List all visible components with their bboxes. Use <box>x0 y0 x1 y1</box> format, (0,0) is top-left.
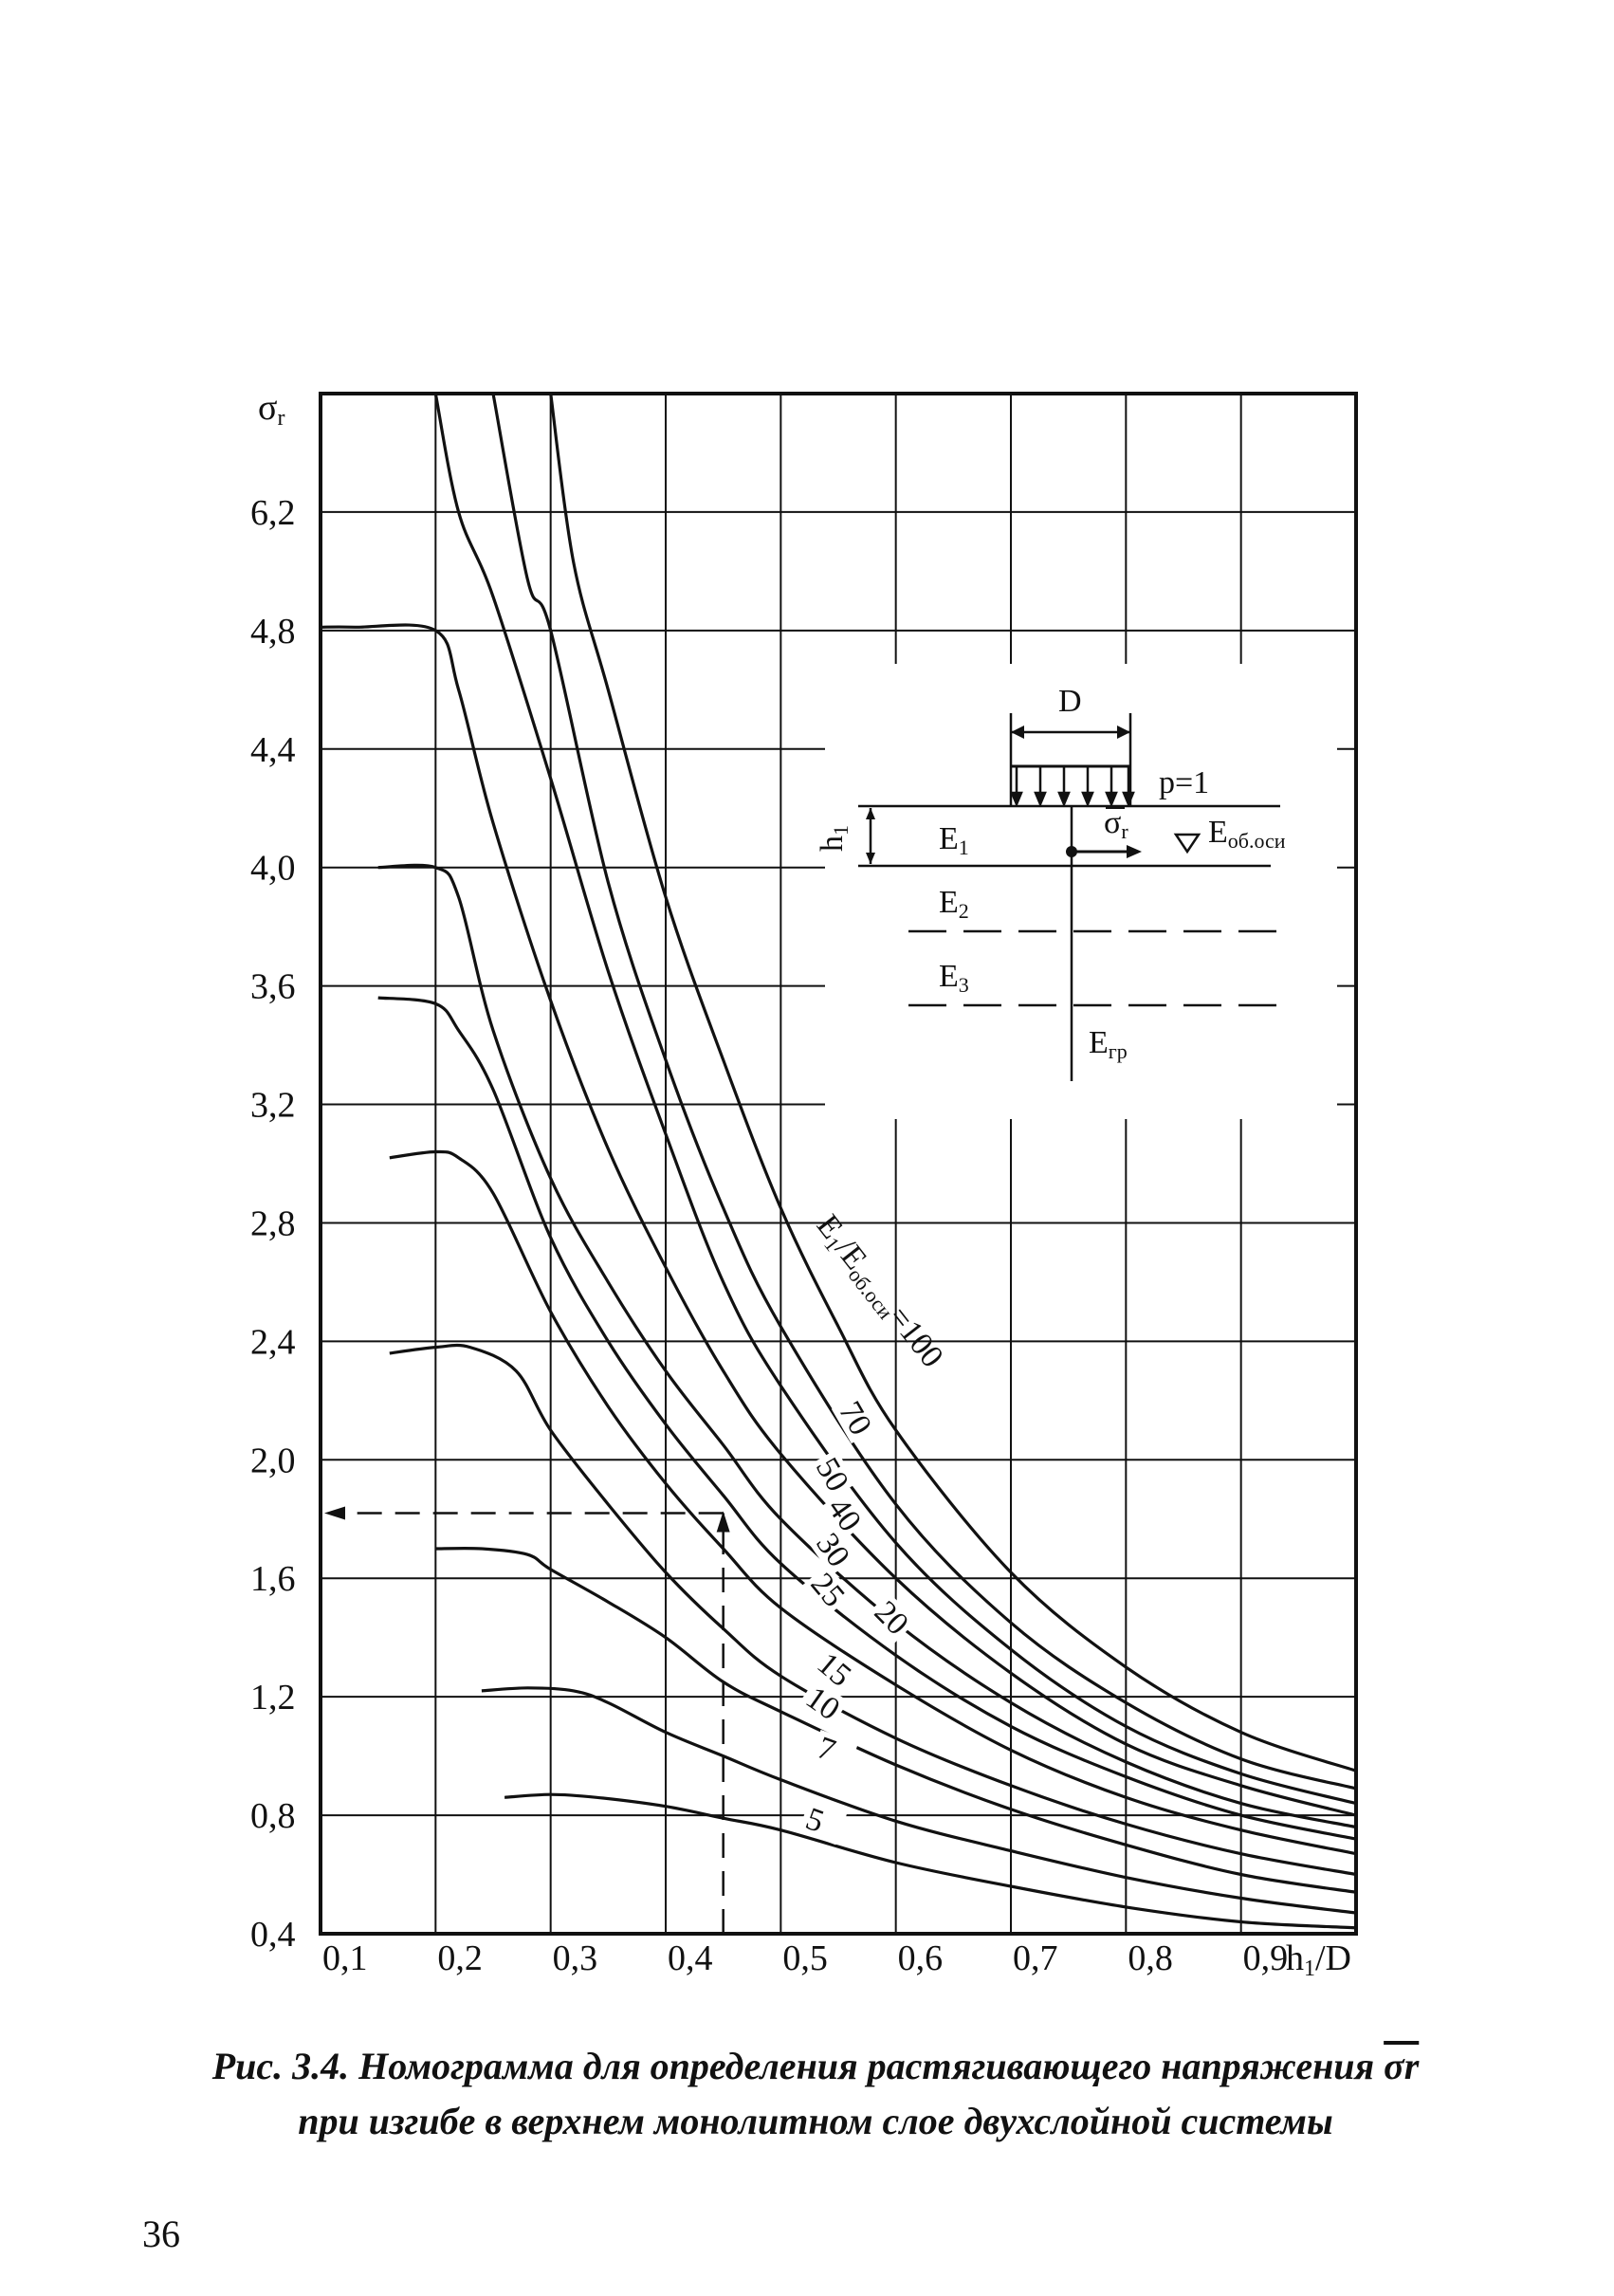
x-tick-label: 0,7 <box>1013 1938 1058 1978</box>
thickness-label-main: h <box>815 836 850 852</box>
curve-10 <box>435 1546 1357 1894</box>
x-tick-label: 0,3 <box>553 1938 598 1978</box>
example-arrow-up <box>716 1511 730 1533</box>
page-number: 36 <box>142 2213 180 2255</box>
y-tick-label: 6,2 <box>250 493 296 533</box>
y-axis-ticks: 0,4 0,8 1,2 1,6 2,0 2,4 2,8 3,2 3,6 4,0 4,4 4,8 6,2 <box>250 493 296 1955</box>
load-arrows <box>1010 766 1135 808</box>
curve-25 <box>377 996 1357 1841</box>
layer-label-e2: E2 <box>939 885 969 923</box>
thickness-arrow-top <box>866 808 875 819</box>
x-tick-label: 0,5 <box>782 1938 828 1978</box>
y-tick-label: 2,4 <box>250 1322 296 1362</box>
curve-label-background <box>808 1449 856 1500</box>
curve-100 <box>549 393 1357 1773</box>
y-tick-label: 4,8 <box>250 612 296 652</box>
caption-line-1: Рис. 3.4. Номограмма для определения рас… <box>152 2039 1479 2094</box>
curves <box>320 393 1357 1930</box>
parameter-label: E1/Eоб.оси=100 <box>807 1208 949 1376</box>
curve-40 <box>320 623 1357 1817</box>
curve-7 <box>481 1686 1357 1915</box>
x-axis-label-tail: /D <box>1315 1938 1351 1978</box>
y-tick-label: 1,2 <box>250 1678 296 1717</box>
curve-label-background <box>797 1679 849 1729</box>
x-axis-ticks: 0,1 0,2 0,3 0,4 0,5 0,6 0,7 0,8 0,9 <box>322 1938 1288 1978</box>
curve-label-background <box>866 1592 918 1644</box>
x-axis-label-sub: 1 <box>1304 1956 1315 1981</box>
x-tick-label: 0,9 <box>1243 1938 1289 1978</box>
layer-label-e1: E1 <box>939 821 969 859</box>
x-axis-label: h1/D <box>1286 1938 1351 1981</box>
caption-symbol: σr <box>1384 2045 1420 2087</box>
axis-marker-label: Eоб.оси <box>1208 815 1286 853</box>
dimension-arrow-left <box>1011 726 1024 739</box>
curve-label-background <box>831 1392 880 1444</box>
caption-line-1-text: Рис. 3.4. Номограмма для определения рас… <box>211 2045 1385 2087</box>
y-tick-label: 4,4 <box>250 730 296 770</box>
curve-5 <box>504 1792 1357 1930</box>
y-tick-label: 2,8 <box>250 1203 296 1243</box>
curve-20 <box>389 1149 1357 1856</box>
curve-label-20: 20 <box>868 1594 915 1642</box>
thickness-arrow-bottom <box>866 853 875 864</box>
load-width-label: D <box>1058 684 1082 719</box>
y-tick-label: 3,6 <box>250 967 296 1007</box>
example-path <box>324 1506 730 1934</box>
plot-frame <box>319 392 1358 1936</box>
inset-background <box>825 664 1337 1119</box>
curve-label-50: 50 <box>809 1452 855 1497</box>
curve-label-background <box>808 1644 860 1695</box>
curve-30 <box>377 863 1357 1829</box>
curve-label-background <box>802 1564 853 1616</box>
y-tick-label: 1,6 <box>250 1559 296 1599</box>
y-tick-label: 3,2 <box>250 1086 296 1126</box>
caption-line-2: при изгибе в верхнем монолитном слое дву… <box>298 2100 1333 2142</box>
curve-70 <box>491 393 1357 1791</box>
y-axis-label-main: σ <box>258 388 277 428</box>
curve-label-25: 25 <box>804 1567 852 1614</box>
curve-label-background <box>808 1524 858 1576</box>
curve-label-background <box>819 1488 870 1540</box>
thickness-label-sub: 1 <box>829 825 853 836</box>
x-tick-label: 0,1 <box>322 1938 368 1978</box>
load-label: p=1 <box>1159 765 1209 800</box>
y-tick-label: 4,0 <box>250 849 296 889</box>
layer-system-inset: D p=1 h1 E1 E2 E3 Eгр σ <box>815 664 1337 1119</box>
y-axis-label-sub: r <box>277 406 284 431</box>
x-tick-label: 0,8 <box>1128 1938 1173 1978</box>
dimension-arrow-right <box>1117 726 1130 739</box>
curve-label-background <box>798 1800 847 1846</box>
y-tick-label: 2,0 <box>250 1441 296 1480</box>
stress-label: σr <box>1104 805 1128 843</box>
curve-15 <box>389 1343 1357 1877</box>
thickness-label: h1 <box>815 825 853 852</box>
curve-label-70: 70 <box>832 1396 878 1442</box>
figure-caption: Рис. 3.4. Номограмма для определения рас… <box>152 2039 1479 2149</box>
layer-label-e3: E3 <box>939 959 969 997</box>
y-tick-label: 0,4 <box>250 1915 296 1955</box>
example-arrow-left <box>324 1506 345 1520</box>
axis-marker-triangle-icon <box>1173 833 1201 854</box>
y-tick-label: 0,8 <box>250 1796 296 1836</box>
x-tick-label: 0,6 <box>898 1938 944 1978</box>
curve-label-background <box>809 1729 859 1774</box>
y-axis-label: σr <box>258 388 284 431</box>
x-tick-label: 0,2 <box>437 1938 483 1978</box>
x-tick-label: 0,4 <box>668 1938 713 1978</box>
stress-arrow-head <box>1127 845 1142 858</box>
curve-50 <box>433 393 1357 1806</box>
x-axis-label-main: h <box>1286 1938 1304 1978</box>
layer-label-egr: Eгр <box>1089 1025 1128 1063</box>
